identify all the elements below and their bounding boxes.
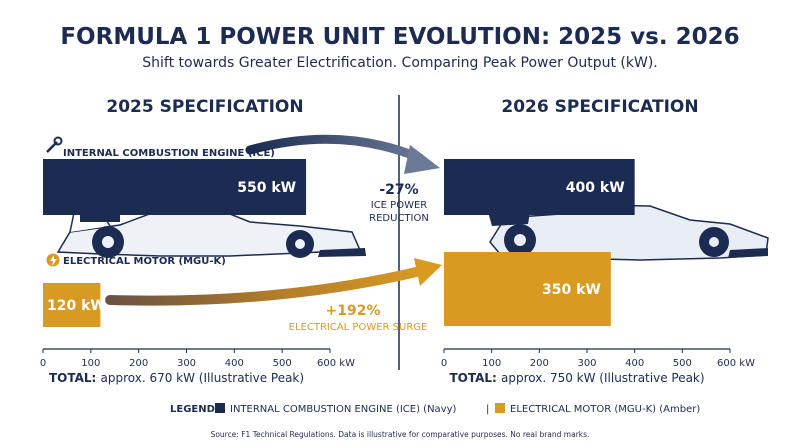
x-tick-label: 300 (177, 358, 196, 369)
x-tick-label: 0 (40, 358, 46, 369)
bar-elec-2025 (43, 283, 101, 327)
elec-change-value: +192% (326, 303, 381, 319)
legend-ice: INTERNAL COMBUSTION ENGINE (ICE) (Navy) (230, 404, 457, 415)
x-tick-label: 200 (530, 358, 549, 369)
elec-change-arrow-head (414, 258, 442, 286)
bar-ice-2026 (444, 159, 635, 215)
legend-label: LEGEND: (170, 404, 219, 415)
x-tick-label: 100 (482, 358, 501, 369)
bar-value-label: 400 kW (566, 180, 625, 196)
bar-ice-2025 (43, 159, 307, 215)
lightning-icon (46, 253, 60, 267)
x-tick-label: 400 (625, 358, 644, 369)
elec-series-label: ELECTRICAL MOTOR (MGU-K) (63, 256, 226, 267)
legend-separator: | (486, 404, 489, 415)
panel-title-2026: 2026 SPECIFICATION (501, 97, 698, 117)
x-tick-label: 0 (441, 358, 447, 369)
ice-change-arrow-head (404, 145, 440, 174)
x-tick-label: 600 kW (317, 358, 355, 369)
source-note: Source: F1 Technical Regulations. Data i… (211, 430, 590, 439)
legend-swatch-ice (215, 403, 225, 413)
car-2026-icon (488, 204, 769, 261)
x-tick-label: 500 (673, 358, 692, 369)
x-tick-label: 100 (81, 358, 100, 369)
bar-value-label: 550 kW (237, 180, 296, 196)
ice-change-arrow (245, 134, 425, 163)
total-2026: TOTAL: approx. 750 kW (Illustrative Peak… (449, 371, 704, 385)
chart-subtitle: Shift towards Greater Electrification. C… (142, 55, 657, 71)
bar-elec-2026 (444, 252, 611, 326)
ice-change-value: -27% (379, 182, 418, 198)
x-tick-label: 600 kW (717, 358, 755, 369)
ice-change-line1: ICE POWER (371, 200, 428, 211)
x-tick-label: 200 (129, 358, 148, 369)
chart-title: FORMULA 1 POWER UNIT EVOLUTION: 2025 vs.… (60, 24, 739, 50)
elec-change-line1: ELECTRICAL POWER SURGE (289, 322, 428, 333)
total-2025: TOTAL: approx. 670 kW (Illustrative Peak… (49, 371, 304, 385)
elec-change-arrow (105, 265, 430, 306)
panel-title-2025: 2025 SPECIFICATION (106, 97, 303, 117)
bar-value-label: 350 kW (542, 282, 601, 298)
wrench-icon (46, 136, 63, 153)
ice-change-line2: REDUCTION (369, 213, 429, 224)
car-2025-icon (56, 207, 366, 258)
x-tick-label: 400 (225, 358, 244, 369)
chart-plot-area: 0 100 200 300 400 500 600 kW 550 kW 120 kW TOTAL:… (40, 159, 755, 385)
legend-elec: ELECTRICAL MOTOR (MGU-K) (Amber) (510, 404, 700, 415)
legend-swatch-elec (495, 403, 505, 413)
bar-value-label: 120 kW (47, 298, 106, 314)
x-tick-label: 500 (273, 358, 292, 369)
ice-series-label: INTERNAL COMBUSTION ENGINE (ICE) (63, 148, 275, 159)
x-tick-label: 300 (577, 358, 596, 369)
